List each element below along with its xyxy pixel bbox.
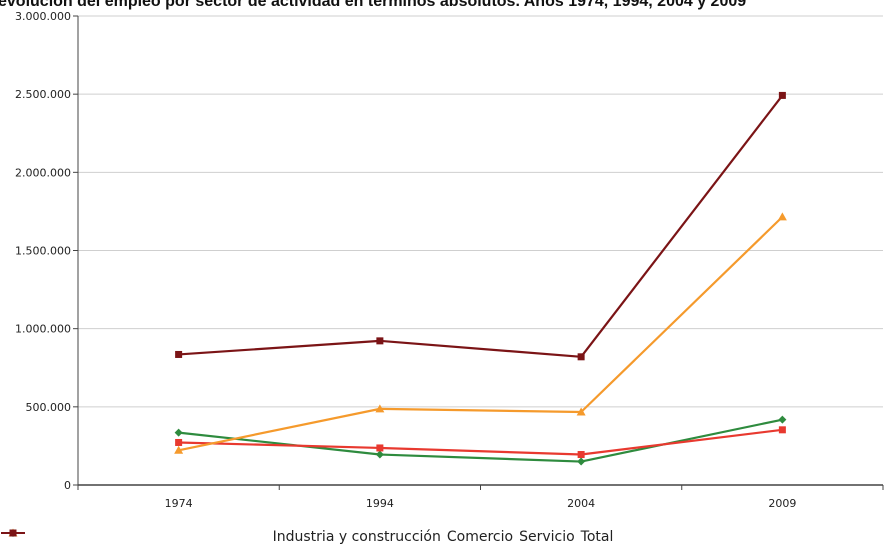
data-point-comercio [376, 444, 384, 452]
legend-swatch [1, 529, 25, 537]
series-line-comercio [178, 428, 783, 456]
y-tick-label: 1.000.000 [15, 323, 71, 336]
y-tick-label: 0 [64, 479, 71, 492]
chart-title: evolución del empleo por sector de activ… [0, 0, 747, 10]
data-point-total [778, 91, 786, 99]
data-point-industria-y-construcci-n [375, 450, 384, 459]
series-line-servicio [178, 216, 784, 452]
legend-item-servicio: Servicio [1, 528, 575, 545]
data-point-total [175, 350, 183, 358]
data-point-total [577, 353, 585, 361]
legend: Industria y construcción Comercio Servicio… [0, 527, 886, 547]
legend-label: Comercio [446, 529, 514, 545]
legend-item-total: Total [1, 529, 614, 545]
data-point-total [376, 337, 384, 345]
legend-item-industria-y-construcci-n: Industria y construcción [1, 529, 441, 545]
legend-marker [9, 529, 17, 537]
data-point-servicio [375, 404, 385, 413]
data-point-industria-y-construcci-n [577, 457, 586, 466]
series-lines [174, 91, 787, 466]
x-tick-labels: 1974 1994 2004 2009 [165, 497, 797, 510]
y-tick-label: 3.000.000 [15, 10, 71, 23]
x-tick-label: 1994 [366, 497, 394, 510]
data-point-comercio [577, 451, 585, 459]
x-tick-label: 2009 [768, 497, 796, 510]
data-point-servicio [576, 407, 586, 416]
x-tick-label: 1974 [165, 497, 193, 510]
line-chart: 0 500.000 1.000.000 1.500.000 2.000.000 2.500… [15, 10, 884, 510]
data-point-servicio [174, 445, 184, 454]
legend-label: Industria y construcción [272, 529, 441, 545]
y-tick-label: 2.500.000 [15, 88, 71, 101]
series-comercio [175, 426, 786, 459]
y-tick-label: 1.500.000 [15, 245, 71, 258]
legend-item-comercio: Comercio [1, 529, 514, 545]
x-tick-label: 2004 [567, 497, 595, 510]
data-point-comercio [778, 426, 786, 434]
y-tick-labels: 0 500.000 1.000.000 1.500.000 2.000.000 2.500… [15, 10, 71, 492]
series-line-industria-y-construcci-n [178, 418, 783, 463]
series-servicio [174, 212, 787, 454]
legend-label: Servicio [519, 529, 575, 545]
data-point-industria-y-construcci-n [778, 415, 787, 424]
axes [73, 15, 884, 490]
data-point-comercio [175, 438, 183, 446]
data-point-servicio [777, 212, 787, 221]
legend-label: Total [580, 529, 614, 545]
y-tick-label: 2.000.000 [15, 166, 71, 179]
series-line-total [178, 94, 784, 358]
data-point-industria-y-construcci-n [174, 428, 183, 437]
series-total [175, 91, 786, 361]
series-industria-y-construcci-n [174, 415, 787, 466]
y-tick-label: 500.000 [26, 401, 72, 414]
